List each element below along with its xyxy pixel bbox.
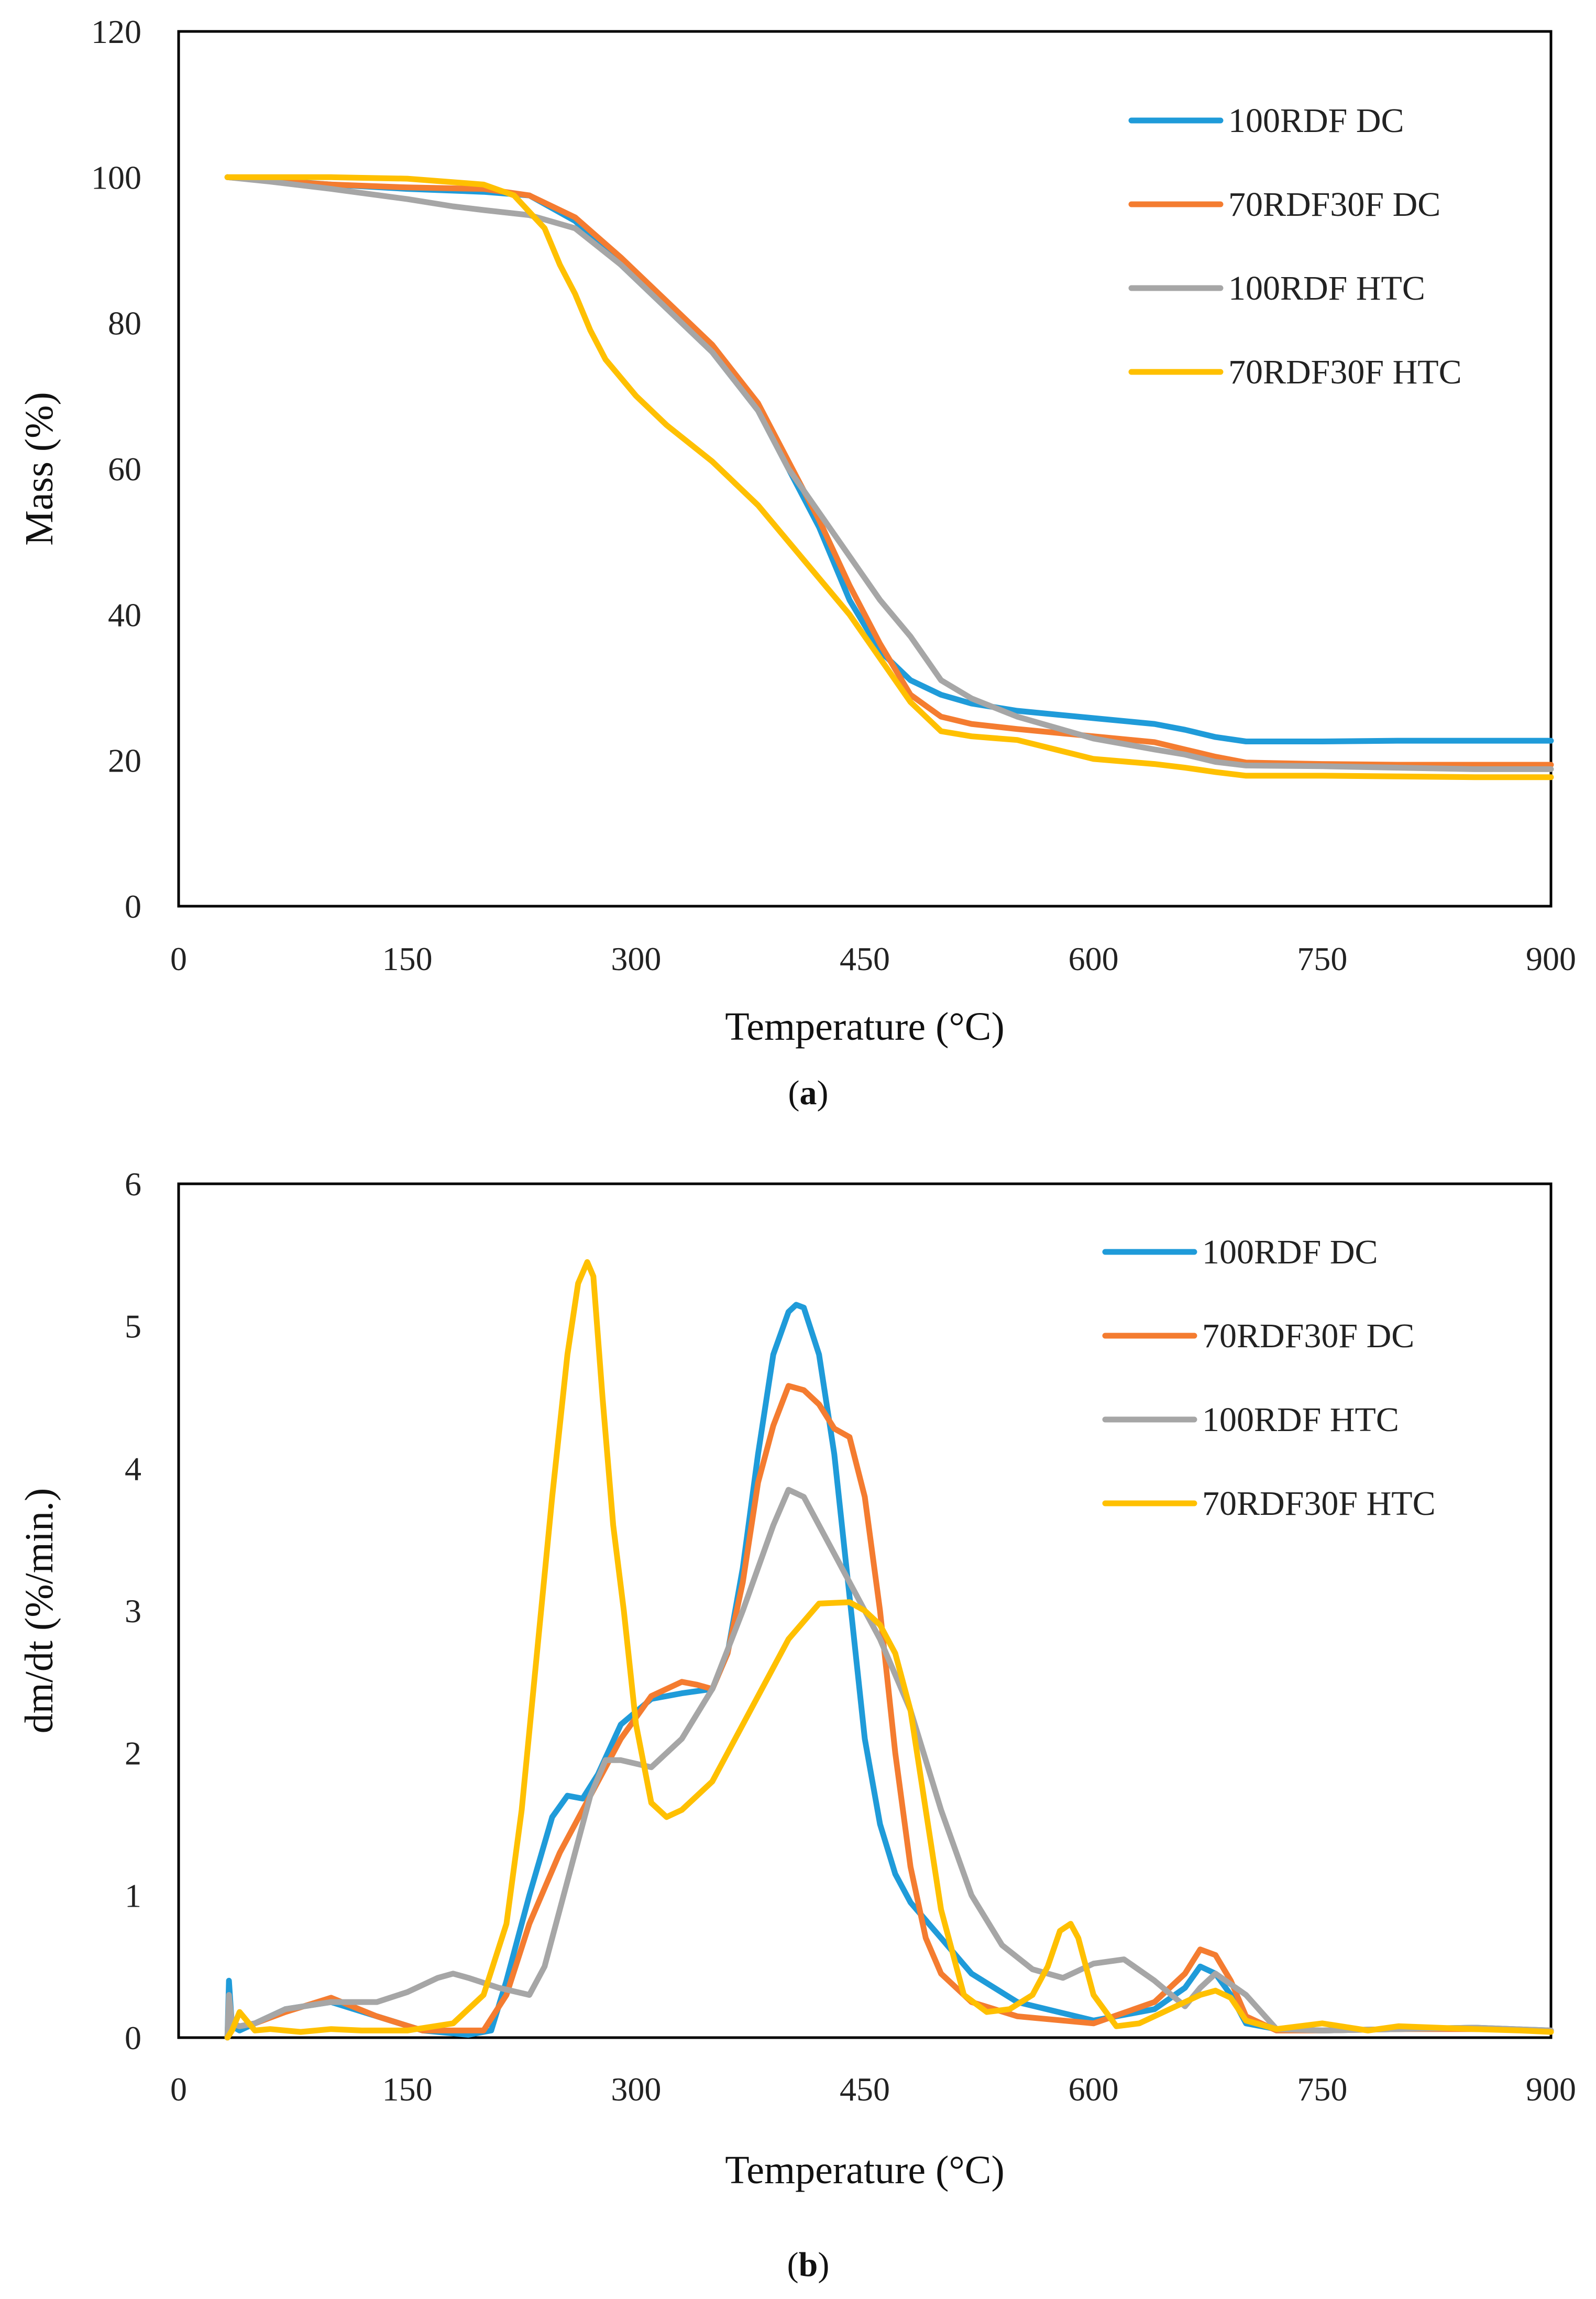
chart-a-x-axis-title: Temperature (°C) bbox=[725, 1005, 1005, 1049]
chart-b-legend-label-100rdf-htc: 100RDF HTC bbox=[1202, 1401, 1399, 1439]
chart-b-caption-close: ) bbox=[818, 2246, 829, 2284]
chart-b-series-group bbox=[224, 1259, 1554, 2041]
chart-a-x-tick-label: 600 bbox=[1069, 940, 1119, 977]
chart-a-caption-open: ( bbox=[788, 1074, 800, 1112]
chart-b-x-tick-label: 900 bbox=[1526, 2071, 1576, 2108]
chart-b-series-line-70rdf30f-htc bbox=[224, 1259, 1554, 2041]
chart-a-x-tick-label: 750 bbox=[1297, 940, 1347, 977]
chart-b-y-axis-title: dm/dt (%/min.) bbox=[17, 1488, 61, 1734]
chart-a-y-tick-label: 100 bbox=[91, 159, 141, 196]
chart-b-y-tick-label: 1 bbox=[125, 1877, 141, 1914]
chart-a-legend: 100RDF DC 70RDF30F DC 100RDF HTC 70RDF30F H… bbox=[1128, 102, 1462, 391]
chart-a-mass: 0 20 40 60 80 100 120 0 150 300 450 600 750 900 100R… bbox=[17, 13, 1576, 1112]
chart-b-x-axis-title: Temperature (°C) bbox=[725, 2148, 1005, 2192]
chart-b-y-tick-label: 2 bbox=[125, 1735, 141, 1772]
chart-a-caption-letter: a bbox=[800, 1074, 817, 1112]
chart-b-y-tick-labels: 0 1 2 3 4 5 6 bbox=[125, 1165, 141, 2056]
chart-b-legend: 100RDF DC 70RDF30F DC 100RDF HTC 70RDF30F H… bbox=[1102, 1233, 1436, 1523]
chart-a-x-tick-label: 0 bbox=[170, 940, 187, 977]
chart-b-x-tick-label: 600 bbox=[1069, 2071, 1119, 2108]
chart-b-y-tick-label: 0 bbox=[125, 2019, 141, 2056]
chart-a-y-axis-title: Mass (%) bbox=[17, 392, 61, 545]
chart-b-dmdt: 0 1 2 3 4 5 6 0 150 300 450 600 750 900 100RDF DC 70R… bbox=[17, 1165, 1576, 2284]
chart-a-legend-label-70rdf30f-htc: 70RDF30F HTC bbox=[1228, 353, 1462, 391]
chart-a-legend-label-70rdf30f-dc: 70RDF30F DC bbox=[1228, 185, 1440, 224]
chart-b-legend-label-70rdf30f-dc: 70RDF30F DC bbox=[1202, 1317, 1414, 1355]
chart-b-x-tick-label: 150 bbox=[382, 2071, 433, 2108]
chart-b-x-tick-labels: 0 150 300 450 600 750 900 bbox=[170, 2071, 1576, 2108]
chart-a-x-tick-label: 150 bbox=[382, 940, 433, 977]
chart-b-x-tick-label: 300 bbox=[611, 2071, 661, 2108]
chart-a-legend-label-100rdf-htc: 100RDF HTC bbox=[1228, 269, 1425, 307]
chart-a-y-tick-label: 40 bbox=[108, 596, 141, 633]
chart-b-caption-letter: b bbox=[799, 2246, 818, 2284]
chart-a-x-tick-label: 300 bbox=[611, 940, 661, 977]
chart-a-y-tick-labels: 0 20 40 60 80 100 120 bbox=[91, 13, 141, 925]
chart-a-y-tick-label: 60 bbox=[108, 450, 141, 488]
chart-b-caption-open: ( bbox=[787, 2246, 799, 2284]
chart-b-x-tick-label: 750 bbox=[1297, 2071, 1347, 2108]
chart-b-x-tick-label: 0 bbox=[170, 2071, 187, 2108]
chart-a-x-tick-label: 450 bbox=[840, 940, 890, 977]
chart-a-series-line-100rdf-htc bbox=[224, 174, 1554, 772]
chart-b-y-tick-label: 3 bbox=[125, 1592, 141, 1630]
chart-a-caption-close: ) bbox=[817, 1074, 829, 1112]
chart-a-series-line-70rdf30f-htc bbox=[224, 174, 1554, 780]
chart-b-caption: (b) bbox=[787, 2246, 830, 2284]
chart-a-legend-label-100rdf-dc: 100RDF DC bbox=[1228, 102, 1404, 140]
chart-b-y-tick-label: 6 bbox=[125, 1165, 141, 1203]
chart-a-series-group bbox=[224, 174, 1554, 780]
chart-a-y-tick-label: 120 bbox=[91, 13, 141, 50]
chart-a-y-tick-label: 80 bbox=[108, 305, 141, 342]
chart-a-x-tick-label: 900 bbox=[1526, 940, 1576, 977]
chart-b-x-tick-label: 450 bbox=[840, 2071, 890, 2108]
chart-b-y-tick-label: 5 bbox=[125, 1308, 141, 1345]
chart-b-y-tick-label: 4 bbox=[125, 1450, 141, 1487]
chart-a-y-tick-label: 0 bbox=[125, 888, 141, 925]
chart-a-caption: (a) bbox=[788, 1074, 829, 1112]
chart-b-legend-label-70rdf30f-htc: 70RDF30F HTC bbox=[1202, 1484, 1436, 1523]
chart-a-y-tick-label: 20 bbox=[108, 742, 141, 779]
chart-b-legend-label-100rdf-dc: 100RDF DC bbox=[1202, 1233, 1378, 1271]
chart-a-x-tick-labels: 0 150 300 450 600 750 900 bbox=[170, 940, 1576, 977]
